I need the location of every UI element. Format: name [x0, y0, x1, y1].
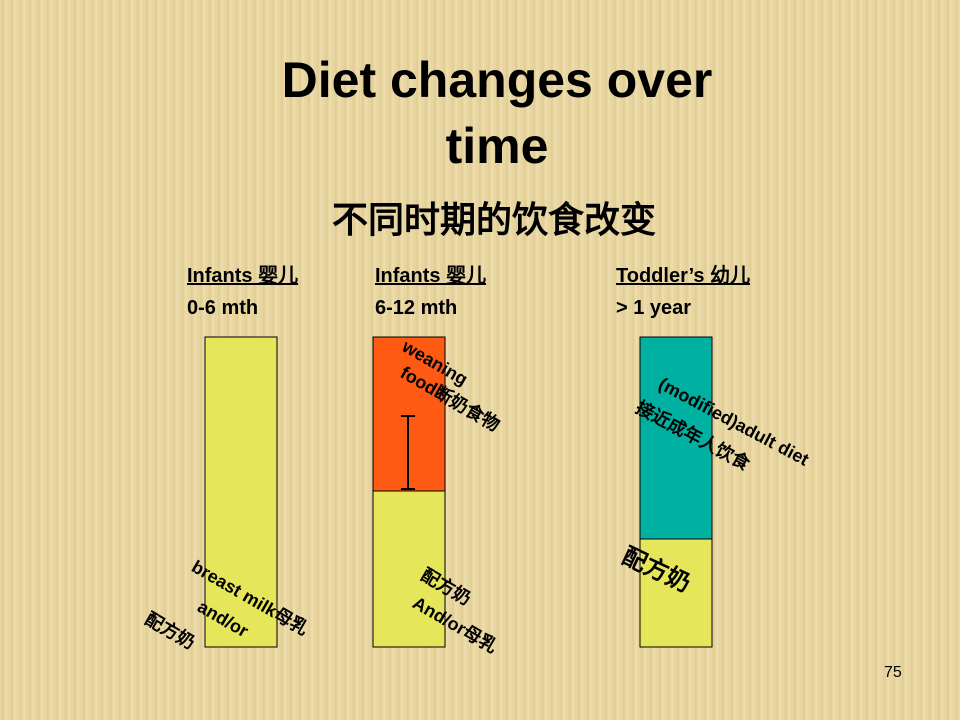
- age: 0-6 mth: [187, 297, 258, 319]
- bar-segment: [639, 336, 713, 540]
- heading: Toddler’s 幼儿: [616, 263, 750, 287]
- title: Diet changes over: [282, 52, 713, 108]
- age: > 1 year: [616, 297, 691, 319]
- subtitle: 不同时期的饮食改变: [332, 199, 656, 240]
- page-number: 75: [884, 664, 902, 681]
- heading: Infants 婴儿: [187, 264, 298, 287]
- heading: Infants 婴儿: [375, 264, 486, 287]
- title: time: [446, 118, 549, 174]
- bar: [204, 336, 278, 648]
- bar-segment: [639, 538, 713, 648]
- label: 配方奶: [142, 608, 199, 653]
- range-marker: [401, 415, 415, 490]
- bar-segment: [372, 490, 446, 648]
- age: 6-12 mth: [375, 297, 457, 319]
